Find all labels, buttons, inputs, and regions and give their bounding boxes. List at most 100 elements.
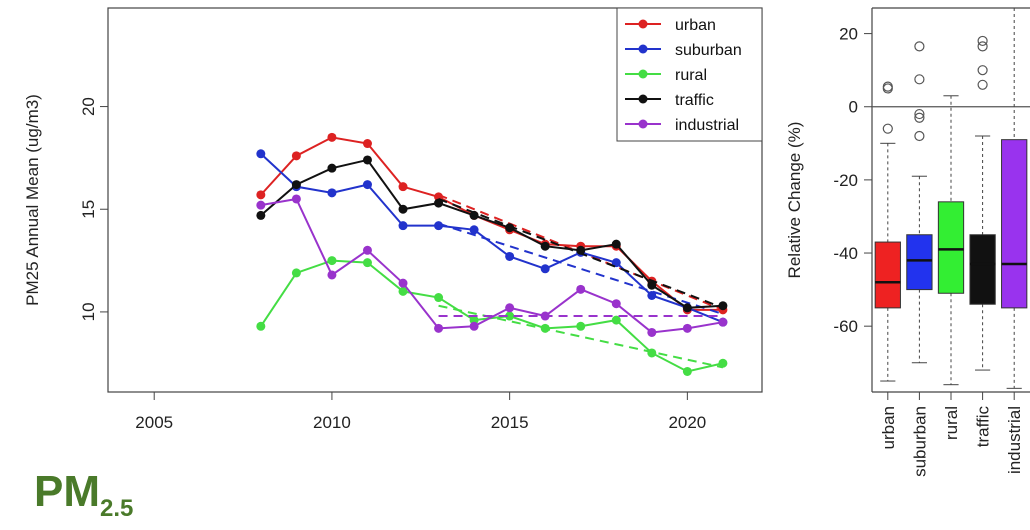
iqr-box — [937, 201, 965, 294]
data-point-traffic — [611, 239, 621, 249]
data-point-rural — [398, 286, 408, 296]
box-rural: rural — [937, 95, 965, 440]
legend-swatch-dot — [638, 19, 648, 29]
y-tick-label: 15 — [79, 200, 98, 219]
data-point-traffic — [718, 301, 728, 311]
legend: urban suburban rural traffic industrial — [616, 7, 763, 142]
data-point-rural — [469, 315, 479, 325]
legend-label-suburban: suburban — [675, 42, 742, 59]
iqr-box — [874, 241, 901, 309]
data-point-suburban — [647, 290, 657, 300]
data-point-industrial — [469, 321, 479, 331]
caption-sub: 2.5 — [100, 495, 134, 522]
y-axis-label: PM25 Annual Mean (ug/m3) — [23, 94, 42, 306]
x-tick-label-suburban: suburban — [910, 406, 929, 477]
outlier-point — [977, 41, 988, 52]
data-point-rural — [611, 315, 621, 325]
data-point-urban — [327, 132, 337, 142]
data-point-suburban — [327, 188, 337, 198]
data-point-urban — [362, 139, 372, 149]
outlier-point — [882, 123, 893, 134]
data-point-suburban — [434, 221, 444, 231]
data-point-traffic — [434, 198, 444, 208]
x-tick-label: 2005 — [135, 413, 173, 432]
box-suburban: suburban — [906, 41, 933, 477]
legend-label-traffic: traffic — [675, 92, 714, 109]
box-traffic: traffic — [969, 35, 996, 448]
y-tick-label: 0 — [849, 98, 858, 117]
data-point-industrial — [291, 194, 301, 204]
data-point-suburban — [469, 225, 479, 235]
y-tick-label: 10 — [79, 302, 98, 321]
data-point-rural — [718, 358, 728, 368]
data-point-industrial — [647, 327, 657, 337]
data-point-rural — [576, 321, 586, 331]
legend-swatch-dot — [638, 94, 648, 104]
data-point-urban — [291, 151, 301, 161]
data-point-suburban — [505, 251, 515, 261]
data-point-rural — [291, 268, 301, 278]
data-point-industrial — [505, 303, 515, 313]
series-suburban — [256, 149, 728, 327]
data-point-suburban — [611, 258, 621, 268]
data-point-traffic — [540, 241, 550, 251]
trend-line-suburban — [438, 222, 724, 315]
outlier-point — [914, 130, 925, 142]
series-urban — [256, 132, 728, 315]
data-point-rural — [540, 323, 550, 333]
legend-label-urban: urban — [675, 17, 716, 34]
data-point-industrial — [682, 323, 692, 333]
iqr-box — [969, 234, 996, 305]
legend-swatch-dot — [638, 44, 648, 54]
x-tick-label-rural: rural — [942, 406, 961, 440]
y-tick-label: -60 — [833, 317, 858, 336]
y-tick-label: -20 — [833, 171, 858, 190]
data-point-industrial — [611, 299, 621, 309]
series-line-industrial — [260, 197, 724, 334]
data-point-rural — [647, 348, 657, 358]
outlier-point — [977, 35, 988, 47]
outlier-point — [882, 81, 893, 92]
iqr-box — [1001, 139, 1028, 309]
data-point-industrial — [256, 200, 266, 210]
data-point-traffic — [682, 303, 692, 313]
data-point-traffic — [362, 155, 372, 165]
legend-swatch-dot — [638, 69, 648, 79]
y-tick-label: -40 — [833, 244, 858, 263]
box-industrial: industrial — [1001, 7, 1028, 474]
y-axis-label: Relative Change (%) — [785, 122, 804, 279]
legend-label-rural: rural — [675, 67, 707, 84]
y-tick-label: 20 — [839, 25, 858, 44]
data-point-suburban — [362, 180, 372, 190]
series-traffic — [256, 155, 728, 313]
iqr-box — [906, 234, 933, 291]
outlier-point — [914, 108, 925, 120]
data-point-traffic — [647, 280, 657, 290]
data-point-rural — [682, 366, 692, 376]
x-tick-label-industrial: industrial — [1005, 406, 1024, 474]
data-point-industrial — [398, 278, 408, 288]
data-point-rural — [256, 321, 266, 331]
outlier-point — [914, 41, 925, 52]
data-point-traffic — [256, 210, 266, 220]
data-point-industrial — [434, 323, 444, 333]
box-urban: urban — [874, 81, 901, 449]
data-point-traffic — [469, 210, 479, 220]
data-point-rural — [327, 256, 337, 266]
line-chart: 2005 2010 2015 2020 10 15 20 PM25 Annual Mean (… — [23, 7, 763, 432]
outlier-point — [977, 79, 988, 90]
data-point-industrial — [362, 245, 372, 255]
x-tick-label-traffic: traffic — [974, 406, 993, 448]
series-rural — [256, 256, 728, 376]
trend-line-rural — [438, 304, 724, 369]
data-point-traffic — [291, 180, 301, 190]
outlier-point — [914, 74, 925, 85]
series-industrial — [256, 194, 728, 337]
pollutant-caption: PM2.5 — [34, 470, 133, 521]
data-point-urban — [256, 190, 266, 200]
x-tick-label: 2020 — [668, 413, 706, 432]
data-point-rural — [434, 293, 444, 303]
data-point-industrial — [540, 311, 550, 321]
data-point-traffic — [398, 204, 408, 214]
